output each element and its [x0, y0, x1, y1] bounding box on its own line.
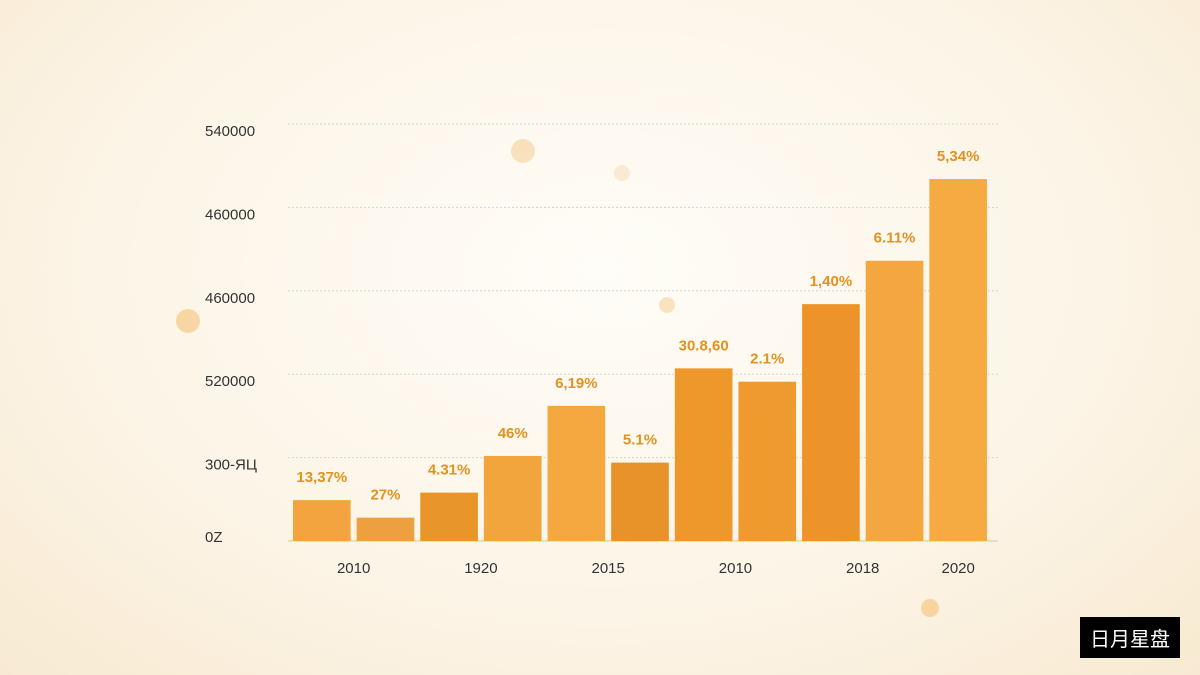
bar	[865, 260, 924, 541]
y-tick-label: 300-ЯЦ	[205, 457, 257, 474]
value-label: 30.8,60	[679, 337, 729, 354]
bar	[293, 500, 351, 541]
value-label: 2.1%	[750, 351, 784, 368]
y-tick-label: 540000	[205, 123, 255, 140]
bar	[802, 304, 860, 541]
x-tick-label: 2010	[337, 560, 370, 577]
value-label: 5,34%	[937, 148, 980, 165]
y-tick-label: 460000	[205, 290, 255, 307]
value-label: 13,37%	[296, 469, 347, 486]
bar	[611, 462, 669, 541]
y-tick-label: 520000	[205, 373, 255, 390]
x-tick-label: 1920	[464, 560, 497, 577]
bar	[356, 517, 415, 541]
bokeh	[176, 139, 939, 617]
value-label: 6.11%	[874, 230, 916, 247]
x-tick-label: 2018	[846, 560, 879, 577]
bar	[547, 405, 606, 541]
value-label: 1,40%	[810, 273, 853, 290]
bar	[738, 381, 797, 541]
watermark: 日月星盘	[1080, 617, 1180, 658]
y-tick-label: 460000	[205, 206, 255, 223]
y-tick-label: 0Z	[205, 529, 223, 546]
x-tick-label: 2020	[941, 560, 974, 577]
x-tick-label: 2015	[591, 560, 624, 577]
value-label: 5.1%	[623, 432, 657, 449]
x-tick-label: 2010	[719, 560, 752, 577]
value-label: 46%	[498, 425, 528, 442]
bar	[674, 368, 733, 541]
bar	[929, 179, 987, 541]
bar	[483, 455, 542, 541]
value-label: 6,19%	[555, 375, 598, 392]
value-label: 4.31%	[428, 462, 471, 479]
value-label: 27%	[370, 487, 400, 504]
bar	[420, 492, 478, 541]
